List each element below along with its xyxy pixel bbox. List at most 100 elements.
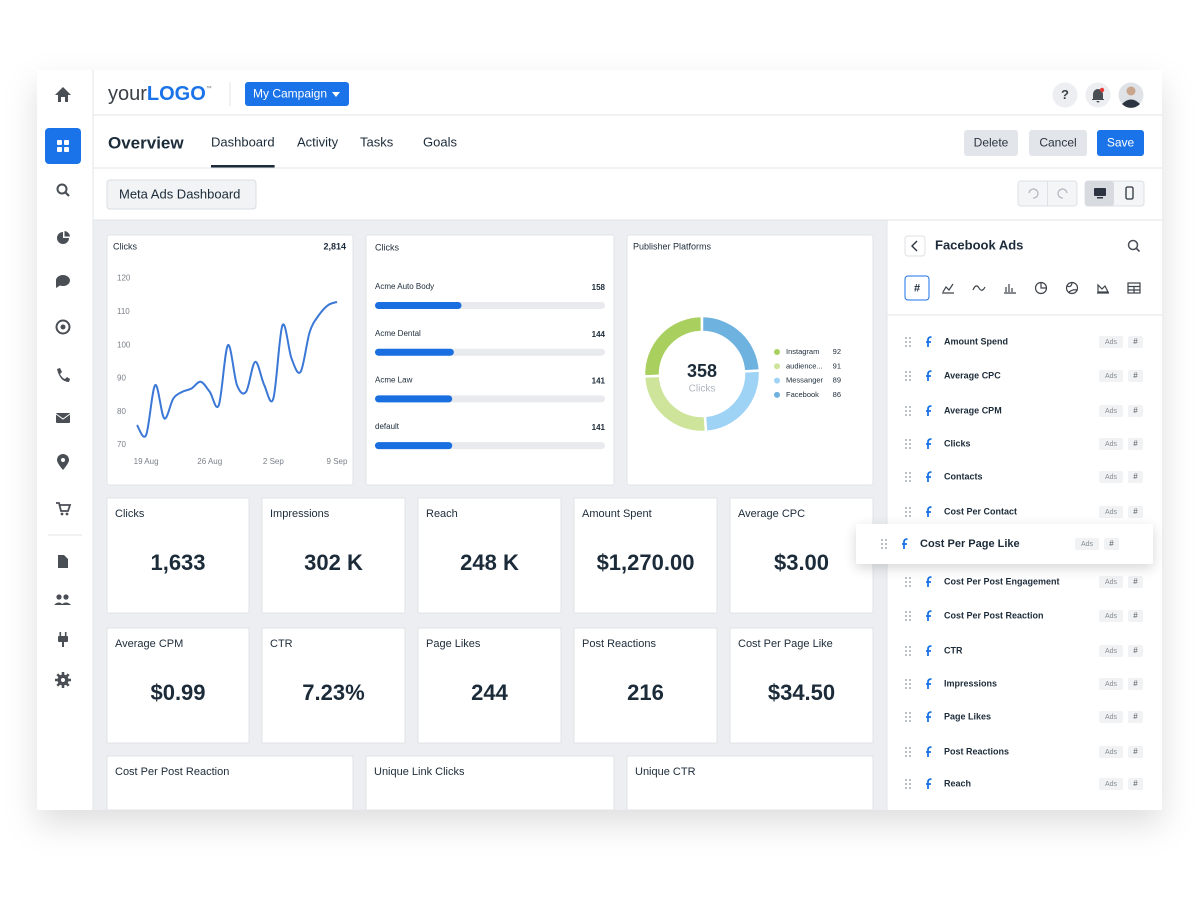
panel-title: Facebook Ads bbox=[935, 237, 1023, 252]
bar-label: Acme Law bbox=[375, 376, 413, 385]
tag-symbol: # bbox=[1133, 577, 1138, 586]
back-button[interactable] bbox=[904, 235, 926, 257]
drag-handle bbox=[909, 507, 911, 509]
campaign-label: My Campaign bbox=[253, 87, 327, 101]
undo-icon[interactable] bbox=[1028, 188, 1039, 199]
metric-name[interactable]: CTR bbox=[944, 645, 963, 655]
line bbox=[136, 300, 338, 438]
tab[interactable]: Tasks bbox=[360, 134, 394, 149]
tag-symbol: # bbox=[1133, 371, 1138, 380]
tag-label: Ads bbox=[1105, 714, 1118, 721]
tag-symbol: # bbox=[1133, 712, 1138, 721]
donut-total: 358 bbox=[687, 361, 717, 381]
home-icon[interactable] bbox=[55, 87, 71, 102]
avatar-body bbox=[1122, 99, 1140, 108]
y-tick-label: 90 bbox=[117, 374, 126, 383]
tile-label: Unique CTR bbox=[635, 766, 696, 778]
y-tick-label: 80 bbox=[117, 407, 126, 416]
drag-handle bbox=[905, 337, 907, 339]
metric-name[interactable]: Cost Per Post Engagement bbox=[944, 576, 1060, 586]
facebook-icon bbox=[926, 610, 932, 621]
legend-label: audience... bbox=[786, 361, 823, 370]
tag-symbol: # bbox=[1133, 611, 1138, 620]
metric-name[interactable]: Contacts bbox=[944, 471, 983, 481]
drag-handle bbox=[909, 779, 911, 781]
number-widget-tab[interactable] bbox=[904, 275, 930, 301]
x-tick-label: 26 Aug bbox=[197, 457, 222, 466]
dividers bbox=[48, 70, 1162, 810]
drag-handle bbox=[909, 679, 911, 681]
metric-name[interactable]: Impressions bbox=[944, 678, 997, 688]
dashboard-name-button[interactable] bbox=[106, 179, 257, 210]
button[interactable] bbox=[1097, 130, 1144, 156]
campaign-button[interactable] bbox=[245, 82, 349, 106]
search-icon[interactable] bbox=[1127, 239, 1139, 251]
metric-name[interactable]: Cost Per Page Like bbox=[920, 538, 1020, 550]
drag-handle bbox=[905, 414, 907, 416]
metric-name[interactable]: Post Reactions bbox=[944, 746, 1009, 756]
drag-handle bbox=[909, 472, 911, 474]
drag-handle bbox=[909, 783, 911, 785]
drag-handle bbox=[909, 751, 911, 753]
metric-name[interactable]: Reach bbox=[944, 778, 971, 788]
bar-value: 144 bbox=[592, 330, 606, 339]
tag bbox=[1099, 471, 1123, 483]
legend-value: 91 bbox=[833, 361, 841, 370]
drag-handle bbox=[909, 716, 911, 718]
number-widget-icon: # bbox=[914, 282, 920, 294]
tag bbox=[1128, 471, 1143, 483]
tab[interactable]: Dashboard bbox=[211, 134, 275, 149]
tag bbox=[1099, 336, 1123, 348]
tag bbox=[1128, 438, 1143, 450]
button[interactable] bbox=[1029, 130, 1087, 156]
drag-handle bbox=[909, 443, 911, 445]
metric-name[interactable]: Average CPC bbox=[944, 370, 1001, 380]
bell-icon bbox=[1092, 89, 1104, 103]
drag-handle bbox=[905, 720, 907, 722]
dragged-card[interactable] bbox=[856, 524, 1153, 564]
desktop-icon bbox=[1094, 188, 1106, 196]
metric-name[interactable]: Average CPM bbox=[944, 405, 1002, 415]
button[interactable] bbox=[964, 130, 1018, 156]
tag-symbol: # bbox=[1133, 646, 1138, 655]
tag-symbol: # bbox=[1133, 337, 1138, 346]
drag-handle bbox=[905, 443, 907, 445]
drag-handle bbox=[905, 476, 907, 478]
drag-handle bbox=[905, 379, 907, 381]
metric-name[interactable]: Amount Spend bbox=[944, 336, 1008, 346]
tile-label: Unique Link Clicks bbox=[374, 766, 465, 778]
tile-label: Impressions bbox=[270, 508, 330, 520]
tile-label: Cost Per Page Like bbox=[738, 638, 833, 650]
tag-label: Ads bbox=[1105, 408, 1118, 415]
logo: yourLOGO™ bbox=[108, 83, 212, 105]
facebook-icon bbox=[926, 746, 932, 757]
metric-name[interactable]: Clicks bbox=[944, 438, 971, 448]
metric-name[interactable]: Cost Per Contact bbox=[944, 506, 1017, 516]
page-title: Overview bbox=[108, 133, 184, 152]
metric-name[interactable]: Cost Per Post Reaction bbox=[944, 610, 1044, 620]
tile-label: Post Reactions bbox=[582, 638, 656, 650]
tag-symbol: # bbox=[1133, 507, 1138, 516]
facebook-icon bbox=[902, 538, 908, 549]
facebook-icon bbox=[926, 438, 932, 449]
dashboard-icon[interactable] bbox=[45, 128, 81, 164]
tab[interactable]: Goals bbox=[423, 134, 457, 149]
tag bbox=[1128, 405, 1143, 417]
drag-handle bbox=[905, 654, 907, 656]
drag-handle bbox=[909, 654, 911, 656]
redo-icon[interactable] bbox=[1057, 188, 1068, 199]
facebook-icon bbox=[926, 778, 932, 789]
facebook-icon bbox=[926, 576, 932, 587]
widget-type-icons[interactable] bbox=[942, 281, 1141, 295]
tile-label: Average CPM bbox=[115, 638, 183, 650]
legend-value: 86 bbox=[833, 390, 841, 399]
tab[interactable]: Activity bbox=[297, 134, 339, 149]
mobile-icon[interactable] bbox=[1125, 186, 1134, 200]
logo-mark: ™ bbox=[206, 85, 212, 92]
help-button[interactable] bbox=[1052, 82, 1078, 108]
tag bbox=[1099, 610, 1123, 622]
tile-value: $0.99 bbox=[150, 680, 205, 705]
drag-handle bbox=[881, 539, 883, 541]
metric-name[interactable]: Page Likes bbox=[944, 711, 991, 721]
drag-handle bbox=[905, 751, 907, 753]
